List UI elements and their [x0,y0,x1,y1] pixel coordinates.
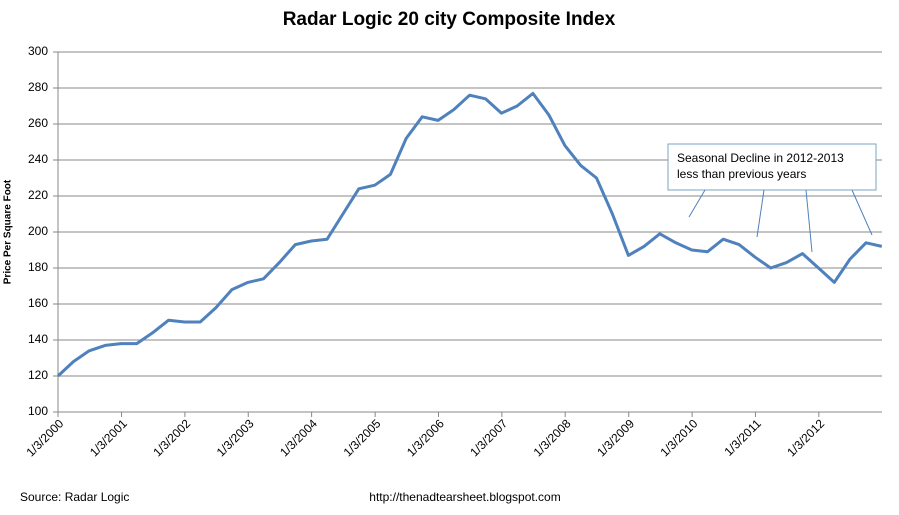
y-tick-label: 140 [28,332,48,346]
annotation-line: Seasonal Decline in 2012-2013 [677,151,844,165]
arrow [851,189,873,236]
x-tick-label: 1/3/2007 [467,416,510,459]
x-tick-label: 1/3/2003 [214,416,257,459]
y-tick-label: 120 [28,368,48,382]
url: http://thenadtearsheet.blogspot.com [369,490,560,504]
y-tick-label: 240 [28,152,48,166]
y-tick-label: 300 [28,44,48,58]
x-tick-label: 1/3/2005 [341,416,384,459]
x-tick-label: 1/3/2002 [150,416,193,459]
arrow [805,189,813,253]
y-tick-label: 100 [28,404,48,418]
x-tick-label: 1/3/2006 [404,416,447,459]
arrow [756,189,765,238]
source: Source: Radar Logic [20,490,129,504]
series-line [56,91,883,378]
arrow [688,189,706,218]
x-tick-label: 1/3/2008 [531,416,574,459]
annotation-arrows [688,189,873,253]
x-tick-label: 1/3/2012 [784,416,827,459]
y-axis-label: Price Per Square Foot [3,179,14,284]
x-tick-label: 1/3/2001 [87,416,130,459]
x-tick-label: 1/3/2004 [277,416,320,459]
annotation-line: less than previous years [677,167,806,181]
y-tick-label: 200 [28,224,48,238]
x-tick-label: 1/3/2010 [658,416,701,459]
y-tick-label: 180 [28,260,48,274]
chart-title: Radar Logic 20 city Composite Index [283,9,616,30]
annotation-box [667,143,877,191]
y-tick-label: 280 [28,80,48,94]
y-tick-label: 220 [28,188,48,202]
y-tick-label: 160 [28,296,48,310]
x-tick-label: 1/3/2011 [722,416,765,459]
y-tick-label: 260 [28,116,48,130]
x-tick-label: 1/3/2009 [594,416,637,459]
x-tick-label: 1/3/2000 [23,416,66,459]
